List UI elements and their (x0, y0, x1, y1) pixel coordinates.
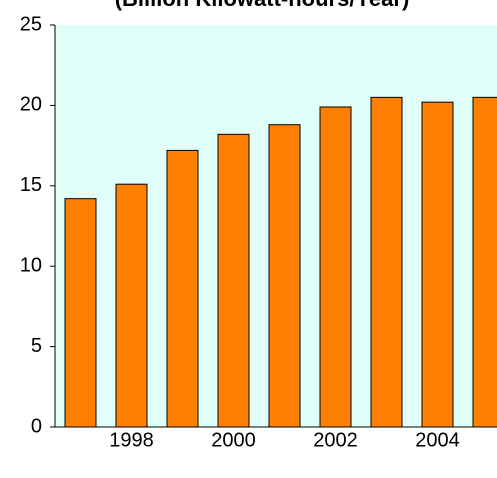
bar (64, 198, 97, 428)
bar (217, 133, 250, 428)
y-tick-label: 0 (31, 415, 42, 437)
bar (115, 183, 148, 428)
bar (166, 149, 199, 428)
bar (319, 106, 352, 428)
chart-title: (Billion Kilowatt-hours/Year) (115, 0, 410, 11)
x-tick-label: 2002 (313, 429, 358, 451)
y-tick-label: 25 (20, 13, 42, 35)
y-tick-label: 10 (20, 254, 42, 276)
y-tick-label: 15 (20, 174, 42, 196)
x-tick-label: 2000 (211, 429, 256, 451)
bar (370, 96, 403, 428)
x-tick-label: 1998 (109, 429, 154, 451)
bar (268, 124, 301, 428)
y-tick-label: 5 (31, 335, 42, 357)
y-tick-label: 20 (20, 94, 42, 116)
bar (421, 101, 454, 428)
x-tick-label: 2004 (415, 429, 460, 451)
bar (472, 96, 497, 428)
